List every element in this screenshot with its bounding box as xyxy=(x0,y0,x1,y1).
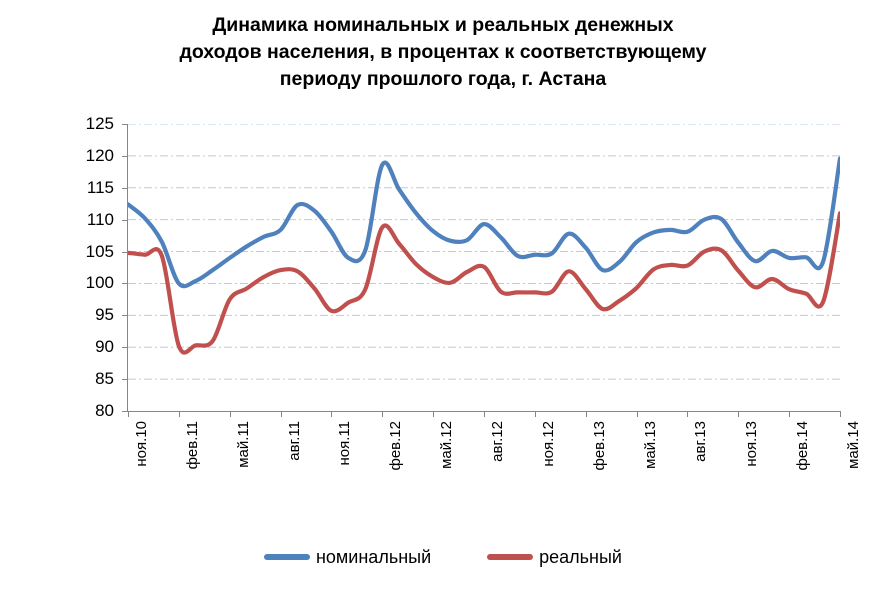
x-axis-tick-label: ноя.13 xyxy=(743,421,761,467)
plot-area xyxy=(128,124,840,411)
x-axis-tick xyxy=(331,411,333,417)
x-axis-tick xyxy=(534,411,536,417)
x-axis-tick-label: май.12 xyxy=(438,421,456,469)
y-axis-tick-label: 115 xyxy=(86,177,114,197)
y-axis-tick xyxy=(122,315,128,317)
legend-item[interactable]: номинальный xyxy=(263,547,432,567)
x-axis-tick xyxy=(636,411,638,417)
x-axis-tick xyxy=(585,411,587,417)
x-axis-tick-label: фев.14 xyxy=(794,421,812,471)
x-axis-tick-label: ноя.12 xyxy=(539,421,557,467)
y-axis-tick-label: 125 xyxy=(85,114,114,133)
y-axis-labels: 80 85 90 95 100 105 110 115 120 125 xyxy=(62,0,114,590)
x-axis-tick-label: фев.11 xyxy=(183,421,201,470)
x-axis-tick-label: ноя.10 xyxy=(133,421,150,467)
x-axis-tick xyxy=(382,411,384,417)
x-axis-tick xyxy=(128,411,129,417)
chart-title-line-3: периоду прошлого года, г. Астана xyxy=(279,68,607,90)
legend-label: номинальный xyxy=(315,547,432,567)
x-axis-tick-label: авг.11 xyxy=(285,421,303,461)
y-axis-tick xyxy=(122,283,128,285)
x-axis-tick xyxy=(229,411,231,417)
y-axis-tick-label: 120 xyxy=(85,145,114,165)
y-axis-tick xyxy=(122,411,128,412)
y-axis-tick xyxy=(122,251,128,253)
x-axis-tick-label: май.13 xyxy=(641,421,659,469)
y-axis-tick-label: 90 xyxy=(95,337,114,357)
y-axis-tick xyxy=(122,124,128,125)
x-axis-tick-label: фев.12 xyxy=(387,421,405,471)
y-axis-tick-label: 95 xyxy=(95,305,114,325)
x-axis-tick-label: фев.13 xyxy=(590,421,608,471)
y-axis-tick xyxy=(122,187,128,189)
chart-title-line-2: доходов населения, в процентах к соответ… xyxy=(179,41,707,63)
y-axis-line xyxy=(127,124,128,412)
x-axis-tick xyxy=(840,411,841,417)
legend-item[interactable]: реальный xyxy=(487,548,622,566)
legend-swatch-icon xyxy=(263,554,310,560)
x-axis-tick xyxy=(687,411,689,417)
legend-swatch-icon xyxy=(487,554,534,560)
x-axis-tick-label: авг.13 xyxy=(692,421,710,462)
chart-legend: номинальный реальный xyxy=(0,548,886,566)
y-axis-tick xyxy=(122,347,128,349)
y-axis-tick-label: 105 xyxy=(85,241,114,261)
series-line-nominal xyxy=(128,156,840,289)
y-axis-tick-label: 110 xyxy=(86,209,114,229)
y-axis-tick-label: 80 xyxy=(95,401,114,420)
x-axis-tick xyxy=(433,411,435,417)
chart-title-line-1: Динамика номинальных и реальных денежных xyxy=(212,14,674,36)
x-axis-tick xyxy=(738,411,740,417)
x-axis-tick xyxy=(484,411,485,417)
y-axis-tick-label: 100 xyxy=(85,273,114,293)
y-axis-tick xyxy=(122,155,128,157)
x-axis-tick-label: май.11 xyxy=(234,421,252,468)
x-axis-tick-label: ноя.11 xyxy=(336,421,354,466)
legend-label: реальный xyxy=(539,547,622,567)
y-axis-tick xyxy=(122,219,128,221)
x-axis-tick xyxy=(280,411,282,417)
chart-plot-svg xyxy=(128,124,840,380)
x-axis-tick xyxy=(178,411,180,417)
series-line-real xyxy=(128,211,840,355)
x-axis-tick xyxy=(789,411,791,417)
x-axis-tick-label: авг.12 xyxy=(489,421,506,462)
y-axis-tick xyxy=(122,379,128,381)
chart-title: Динамика номинальных и реальных денежных… xyxy=(90,12,796,93)
y-axis-tick-label: 85 xyxy=(95,369,114,389)
x-axis-tick-label: май.14 xyxy=(845,421,862,469)
